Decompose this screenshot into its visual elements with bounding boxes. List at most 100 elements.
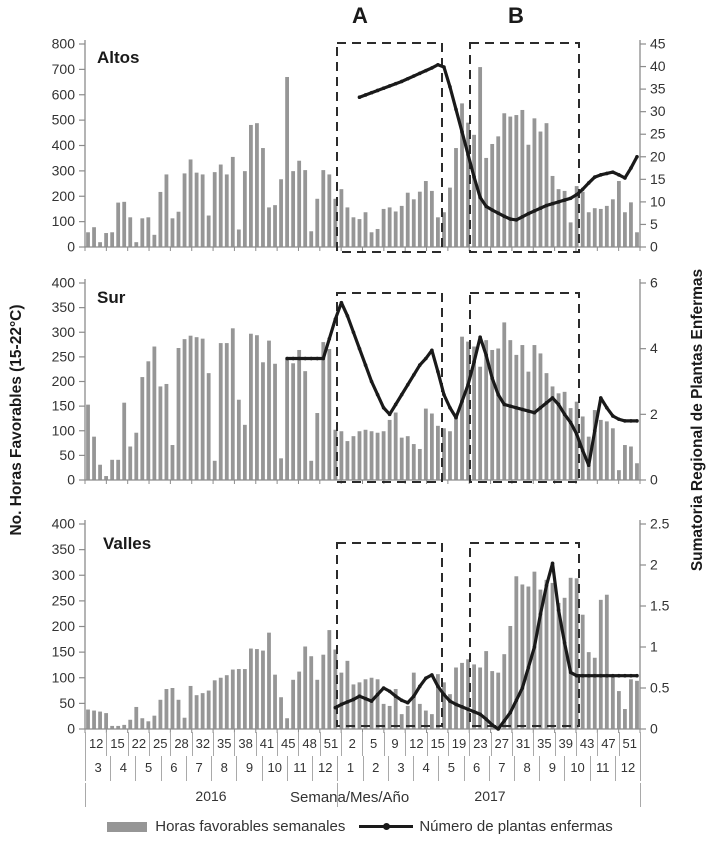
- bar: [279, 179, 283, 247]
- bar: [484, 340, 489, 480]
- bar: [387, 705, 392, 729]
- bar: [623, 212, 627, 247]
- bar: [303, 170, 308, 247]
- bar: [508, 116, 513, 247]
- bar: [267, 207, 271, 247]
- bar: [176, 348, 181, 480]
- svg-text:350: 350: [52, 299, 76, 315]
- svg-text:50: 50: [59, 695, 75, 711]
- week-label: 22: [129, 732, 151, 756]
- bar: [550, 175, 555, 247]
- bar: [592, 657, 597, 729]
- svg-text:0: 0: [67, 239, 75, 255]
- bar: [423, 181, 428, 247]
- bar: [218, 343, 223, 480]
- week-label: 51: [321, 732, 343, 756]
- bar: [629, 446, 633, 480]
- year-separator-mid: [337, 783, 338, 807]
- bar: [321, 170, 326, 247]
- bar: [442, 428, 446, 480]
- svg-text:4: 4: [650, 340, 658, 356]
- bar: [273, 674, 277, 729]
- svg-text:300: 300: [52, 162, 76, 178]
- bar: [315, 413, 320, 480]
- bar: [454, 148, 458, 247]
- month-label: 7: [187, 756, 213, 781]
- bar: [273, 363, 277, 480]
- svg-text:400: 400: [52, 137, 76, 153]
- bar: [134, 706, 139, 729]
- bar: [98, 242, 102, 247]
- month-label: 4: [111, 756, 137, 781]
- week-label: 48: [299, 732, 321, 756]
- bar: [429, 190, 434, 247]
- bar: [200, 338, 205, 480]
- bar: [616, 470, 621, 480]
- bar: [574, 186, 579, 247]
- bar: [206, 690, 211, 729]
- legend-item-line: Número de plantas enfermas: [359, 818, 613, 835]
- bar: [490, 671, 495, 729]
- month-label: 1: [338, 756, 364, 781]
- bar: [249, 333, 253, 480]
- bar: [357, 682, 362, 729]
- bar: [562, 190, 567, 247]
- svg-text:400: 400: [52, 275, 76, 291]
- bar: [230, 156, 235, 247]
- bar: [194, 695, 199, 729]
- bar: [339, 189, 344, 247]
- panel-title-valles: Valles: [103, 534, 152, 553]
- bar: [345, 441, 350, 480]
- bar: [387, 207, 392, 247]
- bar: [484, 157, 489, 247]
- week-label: 39: [556, 732, 577, 756]
- right-axis-title: Sumatoria Regional de Plantas Enfermas: [689, 268, 706, 572]
- bar: [514, 576, 519, 729]
- month-label: 12: [616, 756, 642, 781]
- bar: [170, 445, 175, 480]
- legend-bars-label: Horas favorables semanales: [155, 818, 346, 835]
- bar: [544, 579, 549, 729]
- bar: [98, 711, 102, 729]
- svg-text:20: 20: [650, 148, 666, 164]
- svg-text:5: 5: [650, 216, 658, 232]
- bar: [128, 719, 133, 729]
- bar: [351, 217, 356, 247]
- bar: [629, 202, 633, 247]
- year-separator-left: [85, 783, 86, 807]
- bar: [86, 232, 90, 247]
- week-label: 23: [470, 732, 492, 756]
- bar: [550, 386, 555, 480]
- bar: [158, 191, 163, 247]
- svg-text:100: 100: [52, 422, 76, 438]
- bar: [249, 124, 253, 247]
- year-label-2017: 2017: [474, 788, 506, 804]
- bar: [478, 667, 483, 729]
- bar: [285, 718, 289, 729]
- bar: [574, 578, 579, 729]
- bar: [218, 677, 223, 729]
- week-label: 5: [363, 732, 385, 756]
- bar: [568, 222, 573, 247]
- bar: [460, 662, 464, 729]
- svg-text:800: 800: [52, 36, 76, 52]
- bar: [152, 346, 157, 480]
- bar: [556, 602, 561, 729]
- bar: [164, 383, 169, 480]
- bar: [182, 717, 187, 729]
- bar: [623, 709, 627, 729]
- bar: [345, 207, 350, 247]
- bar: [104, 713, 109, 729]
- bar: [182, 339, 187, 480]
- bar: [297, 160, 302, 247]
- bar: [411, 444, 416, 480]
- week-label: 45: [278, 732, 300, 756]
- bar: [188, 335, 193, 480]
- bar: [236, 229, 241, 247]
- bar: [580, 614, 585, 729]
- svg-text:250: 250: [52, 348, 76, 364]
- bar: [502, 113, 507, 248]
- bar: [405, 436, 410, 480]
- bar: [574, 401, 579, 480]
- week-label: 32: [193, 732, 215, 756]
